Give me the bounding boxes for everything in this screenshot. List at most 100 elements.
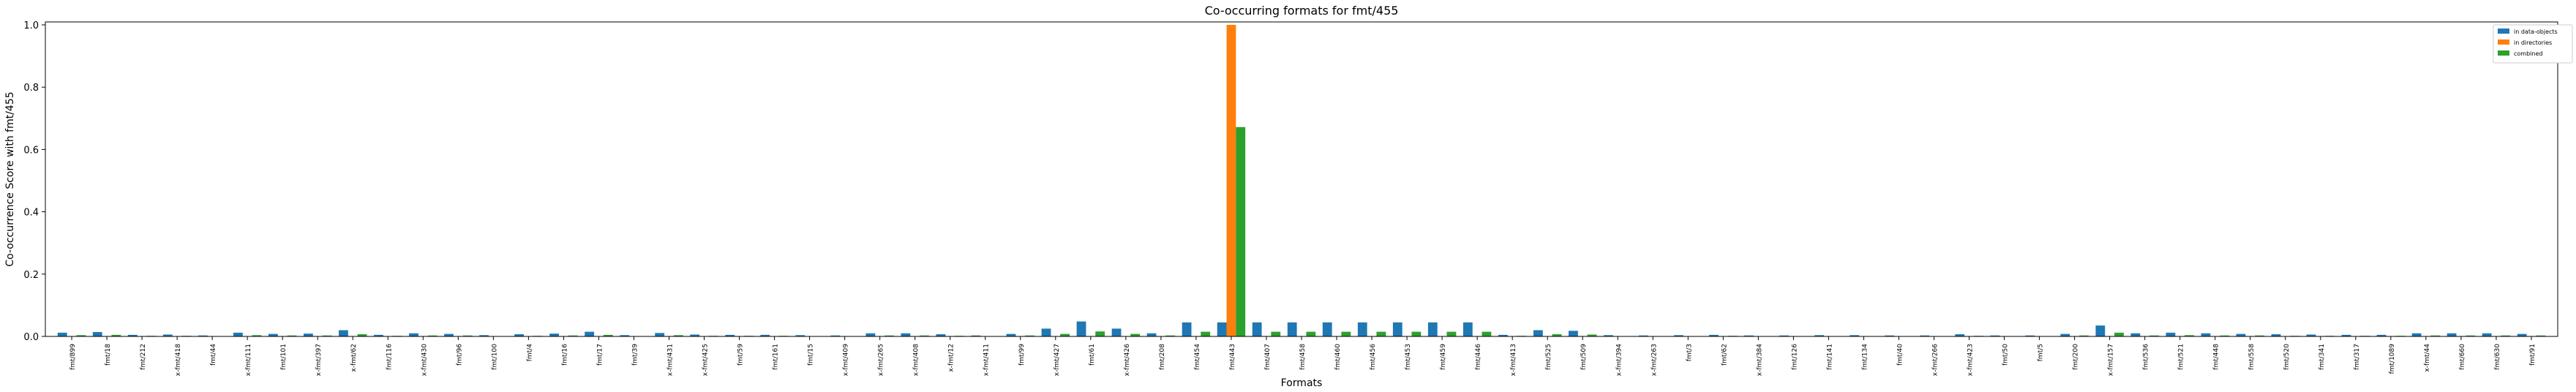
bar xyxy=(2185,335,2194,336)
x-tick-label: fmt/96 xyxy=(456,344,463,366)
x-tick-label: fmt/1089 xyxy=(2389,344,2396,374)
bar xyxy=(2095,325,2106,336)
y-tick-label: 0.8 xyxy=(23,83,39,94)
bar xyxy=(1604,335,1613,336)
x-tick-label: x-fmt/427 xyxy=(1054,344,1061,376)
bar xyxy=(127,334,138,336)
x-tick-label: fmt/126 xyxy=(1791,344,1798,370)
x-tick-label: fmt/460 xyxy=(1334,344,1342,370)
x-tick-label: fmt/456 xyxy=(1370,344,1377,370)
bar xyxy=(620,335,630,336)
bar xyxy=(162,334,173,336)
bar xyxy=(1446,331,1457,336)
x-tick-label: fmt/40 xyxy=(1896,344,1904,366)
x-tick-label: x-fmt/425 xyxy=(702,344,710,376)
bar xyxy=(2271,334,2281,336)
bar xyxy=(444,333,454,336)
bar xyxy=(901,333,911,336)
x-tick-label: fmt/458 xyxy=(1299,344,1307,370)
bar xyxy=(760,334,770,336)
x-tick-label: x-fmt/409 xyxy=(843,344,850,377)
x-tick-label: x-fmt/430 xyxy=(421,344,428,377)
bar xyxy=(2060,333,2070,336)
bar xyxy=(1392,322,1402,336)
bar xyxy=(1569,331,1578,336)
x-tick-label: fmt/39 xyxy=(631,344,639,366)
x-tick-label: fmt/525 xyxy=(1545,344,1552,370)
x-tick-label: x-fmt/413 xyxy=(1510,344,1517,376)
x-tick-label: fmt/630 xyxy=(2494,344,2501,370)
x-tick-label: fmt/134 xyxy=(1861,344,1869,370)
bar xyxy=(1095,331,1105,336)
bar xyxy=(1041,328,1051,336)
bar xyxy=(1814,335,1825,336)
x-tick-label: fmt/558 xyxy=(2248,344,2256,370)
legend-label: in directories xyxy=(2514,39,2552,46)
x-tick-label: fmt/5 xyxy=(2038,344,2045,361)
y-tick-label: 0.0 xyxy=(23,332,39,343)
bar xyxy=(936,334,946,336)
bar xyxy=(1498,334,1508,336)
x-tick-label: fmt/141 xyxy=(1826,344,1833,370)
x-tick-label: x-fmt/408 xyxy=(913,344,920,377)
bar xyxy=(2130,333,2141,336)
x-tick-label: fmt/3 xyxy=(1686,344,1693,361)
bar xyxy=(655,333,665,336)
bar xyxy=(1674,335,1683,336)
bar xyxy=(865,333,876,336)
x-tick-label: fmt/59 xyxy=(737,344,745,366)
bar xyxy=(1850,335,1860,336)
legend-label: combined xyxy=(2514,50,2542,57)
x-tick-label: fmt/509 xyxy=(1580,344,1588,370)
bar xyxy=(1111,328,1122,336)
bar xyxy=(111,334,121,336)
bar xyxy=(514,334,524,336)
x-tick-label: fmt/317 xyxy=(2354,344,2361,370)
bar xyxy=(1226,25,1236,336)
x-tick-label: fmt/446 xyxy=(1475,344,1482,370)
bar xyxy=(1006,333,1016,336)
x-tick-label: x-fmt/394 xyxy=(1615,344,1623,377)
x-tick-label: fmt/407 xyxy=(1264,344,1272,370)
bar xyxy=(1306,331,1316,336)
bar xyxy=(357,334,367,336)
x-tick-label: fmt/4 xyxy=(526,344,533,361)
x-tick-label: fmt/44 xyxy=(210,344,217,366)
bar xyxy=(374,334,383,336)
bar xyxy=(1146,333,1157,336)
bar xyxy=(57,332,67,336)
x-tick-label: x-fmt/384 xyxy=(1756,344,1763,377)
legend-box xyxy=(2493,24,2573,64)
x-tick-label: fmt/453 xyxy=(1405,344,1412,370)
x-tick-label: x-fmt/157 xyxy=(2108,344,2115,376)
bar xyxy=(2306,334,2316,336)
bar xyxy=(304,333,313,336)
bar xyxy=(1376,331,1386,336)
x-tick-label: fmt/61 xyxy=(1089,344,1096,366)
bar xyxy=(1271,331,1281,336)
bar xyxy=(233,332,243,336)
x-tick-label: fmt/660 xyxy=(2459,344,2466,370)
x-tick-label: fmt/212 xyxy=(140,344,147,370)
x-tick-label: fmt/50 xyxy=(2002,344,2010,366)
x-tick-label: x-fmt/62 xyxy=(350,344,358,372)
bar xyxy=(1182,322,1192,336)
bar xyxy=(2482,333,2492,336)
bar xyxy=(585,331,595,336)
x-tick-label: x-fmt/265 xyxy=(878,344,885,376)
bar xyxy=(2166,332,2176,336)
x-tick-label: fmt/200 xyxy=(2073,344,2080,370)
y-tick-label: 0.4 xyxy=(23,208,39,219)
bar xyxy=(2201,333,2211,336)
chart-title: Co-occurring formats for fmt/455 xyxy=(1205,4,1399,18)
x-tick-label: fmt/443 xyxy=(1229,344,1236,370)
x-tick-label: fmt/208 xyxy=(1159,344,1166,370)
bar xyxy=(76,335,86,336)
bar xyxy=(1322,322,1332,336)
bar xyxy=(1060,333,1070,336)
bar xyxy=(1201,331,1211,336)
x-axis-label: Formats xyxy=(1281,377,1323,389)
x-tick-label: fmt/459 xyxy=(1440,344,1447,370)
x-tick-label: x-fmt/426 xyxy=(1124,344,1131,377)
